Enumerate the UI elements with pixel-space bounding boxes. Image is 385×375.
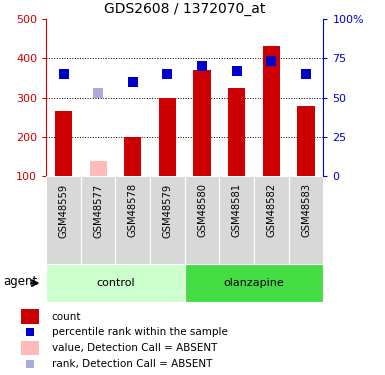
Bar — [254, 176, 289, 264]
Title: GDS2608 / 1372070_at: GDS2608 / 1372070_at — [104, 2, 266, 16]
Bar — [185, 264, 323, 302]
Text: GSM48578: GSM48578 — [128, 183, 138, 237]
Text: percentile rank within the sample: percentile rank within the sample — [52, 327, 228, 337]
Text: rank, Detection Call = ABSENT: rank, Detection Call = ABSENT — [52, 358, 212, 369]
Text: count: count — [52, 312, 81, 322]
Text: GSM48583: GSM48583 — [301, 183, 311, 237]
Text: agent: agent — [4, 275, 38, 288]
Text: GSM48581: GSM48581 — [232, 183, 242, 237]
Text: value, Detection Call = ABSENT: value, Detection Call = ABSENT — [52, 343, 217, 353]
Bar — [46, 176, 81, 264]
Bar — [193, 70, 211, 176]
Bar — [228, 88, 246, 176]
Bar — [150, 176, 185, 264]
Text: GSM48580: GSM48580 — [197, 183, 207, 237]
Bar — [159, 98, 176, 176]
Bar — [297, 106, 315, 176]
Bar — [124, 137, 141, 176]
Text: GSM48582: GSM48582 — [266, 183, 276, 237]
Bar — [89, 160, 107, 176]
Bar — [185, 176, 219, 264]
Bar — [116, 176, 150, 264]
Bar — [21, 309, 39, 324]
Bar — [219, 176, 254, 264]
Text: control: control — [96, 278, 135, 288]
Bar — [81, 176, 116, 264]
Text: GSM48577: GSM48577 — [93, 183, 103, 237]
Bar — [55, 111, 72, 176]
Bar — [289, 176, 323, 264]
Bar — [46, 264, 185, 302]
Text: GSM48559: GSM48559 — [59, 183, 69, 237]
Bar — [21, 341, 39, 355]
Text: GSM48579: GSM48579 — [162, 183, 172, 237]
Text: olanzapine: olanzapine — [224, 278, 285, 288]
Bar — [263, 46, 280, 176]
